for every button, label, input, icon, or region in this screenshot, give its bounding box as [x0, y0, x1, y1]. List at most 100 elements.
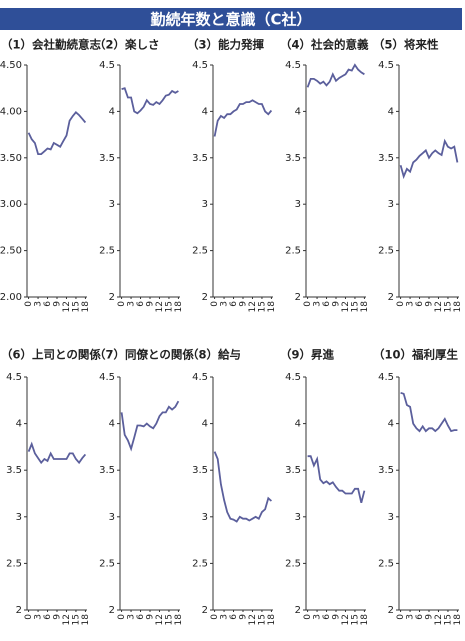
- panel-title: （7）同僚との関係: [94, 348, 194, 362]
- x-tick-label: 0: [210, 614, 220, 620]
- title-bar: [0, 8, 462, 30]
- x-tick-label: 6: [322, 614, 332, 620]
- x-tick-label: 9: [425, 301, 435, 307]
- x-tick-label: 0: [117, 614, 127, 620]
- x-tick-label: 6: [43, 614, 53, 620]
- x-tick-label: 0: [24, 301, 34, 307]
- y-tick-label: 2.00: [0, 292, 22, 303]
- y-tick-label: 4: [388, 106, 394, 117]
- x-tick-label: 3: [34, 301, 44, 307]
- y-tick-label: 2: [109, 292, 115, 303]
- y-tick-label: 3: [202, 512, 208, 523]
- line: [121, 87, 179, 115]
- x-tick-label: 12: [155, 301, 165, 312]
- x-tick-label: 0: [303, 614, 313, 620]
- x-tick-label: 6: [415, 614, 425, 620]
- x-tick-label: 15: [257, 301, 267, 312]
- x-tick-label: 12: [434, 301, 444, 312]
- y-tick-label: 2: [16, 605, 22, 616]
- y-tick-label: 2: [388, 605, 394, 616]
- x-tick-label: 12: [248, 614, 258, 625]
- y-tick-label: 3: [388, 512, 394, 523]
- line: [306, 63, 365, 88]
- x-tick-label: 9: [146, 301, 156, 307]
- y-tick-label: 4.5: [192, 372, 208, 383]
- x-tick-label: 6: [136, 301, 146, 307]
- x-tick-label: 18: [267, 614, 277, 626]
- x-tick-label: 9: [332, 614, 342, 620]
- y-tick-label: 4: [295, 106, 301, 117]
- panel-title: （1）会社勤続意志: [1, 38, 102, 52]
- y-tick-label: 4: [16, 419, 22, 430]
- x-tick-label: 0: [117, 301, 127, 307]
- x-tick-label: 9: [332, 301, 342, 307]
- y-tick-label: 4: [295, 419, 301, 430]
- y-tick-label: 4.00: [0, 106, 22, 117]
- y-tick-label: 2.5: [192, 558, 208, 569]
- y-tick-label: 3.5: [285, 153, 301, 164]
- x-tick-label: 6: [415, 301, 425, 307]
- panel-title: （8）給与: [187, 348, 241, 362]
- x-tick-label: 12: [62, 301, 72, 312]
- x-tick-label: 12: [248, 301, 258, 312]
- y-tick-label: 3: [109, 512, 115, 523]
- y-tick-label: 2.5: [378, 558, 394, 569]
- x-tick-label: 15: [164, 614, 174, 625]
- line: [27, 111, 87, 155]
- y-tick-label: 2: [202, 605, 208, 616]
- x-tick-label: 12: [434, 614, 444, 625]
- y-tick-label: 4.5: [285, 60, 301, 71]
- y-tick-label: 4.50: [0, 60, 22, 71]
- x-tick-label: 18: [453, 301, 463, 313]
- y-tick-label: 2.50: [0, 246, 22, 257]
- x-tick-label: 12: [341, 301, 351, 312]
- y-tick-label: 3.00: [0, 199, 22, 210]
- y-tick-label: 3.5: [99, 153, 115, 164]
- y-tick-label: 3.5: [378, 465, 394, 476]
- panel-title: （9）昇進: [280, 348, 335, 362]
- x-tick-label: 12: [341, 614, 351, 625]
- line: [400, 391, 458, 433]
- y-tick-label: 2: [295, 605, 301, 616]
- y-tick-label: 4.5: [192, 60, 208, 71]
- panel-title: （10）福利厚生: [373, 348, 459, 362]
- y-tick-label: 2: [295, 292, 301, 303]
- x-tick-label: 3: [406, 614, 416, 620]
- x-tick-label: 6: [229, 301, 239, 307]
- x-tick-label: 15: [443, 614, 453, 625]
- x-tick-label: 6: [229, 614, 239, 620]
- y-tick-label: 2.5: [285, 246, 301, 257]
- y-tick-label: 2.5: [192, 246, 208, 257]
- y-tick-label: 2: [202, 292, 208, 303]
- x-tick-label: 18: [81, 614, 91, 626]
- x-tick-label: 6: [136, 614, 146, 620]
- x-tick-label: 15: [71, 614, 81, 625]
- y-tick-label: 3: [295, 199, 301, 210]
- x-tick-label: 3: [34, 614, 44, 620]
- y-tick-label: 4.5: [378, 372, 394, 383]
- x-tick-label: 6: [43, 301, 53, 307]
- x-tick-label: 15: [71, 301, 81, 312]
- line: [213, 451, 273, 523]
- x-tick-label: 0: [303, 301, 313, 307]
- x-tick-label: 9: [239, 614, 249, 620]
- y-tick-label: 3.5: [99, 465, 115, 476]
- y-tick-label: 2.5: [285, 558, 301, 569]
- y-tick-label: 2.5: [378, 246, 394, 257]
- line: [307, 455, 366, 504]
- x-tick-label: 3: [127, 614, 137, 620]
- x-tick-label: 3: [313, 614, 323, 620]
- line: [120, 400, 180, 452]
- x-tick-label: 9: [239, 301, 249, 307]
- y-tick-label: 3: [295, 512, 301, 523]
- y-tick-label: 4.5: [99, 60, 115, 71]
- line: [399, 138, 459, 180]
- panel-title: （6）上司との関係: [1, 348, 101, 362]
- y-tick-label: 3.5: [378, 153, 394, 164]
- y-tick-label: 4: [109, 419, 115, 430]
- y-tick-label: 2: [109, 605, 115, 616]
- x-tick-label: 15: [350, 614, 360, 625]
- y-tick-label: 2.5: [99, 246, 115, 257]
- x-tick-label: 0: [24, 614, 34, 620]
